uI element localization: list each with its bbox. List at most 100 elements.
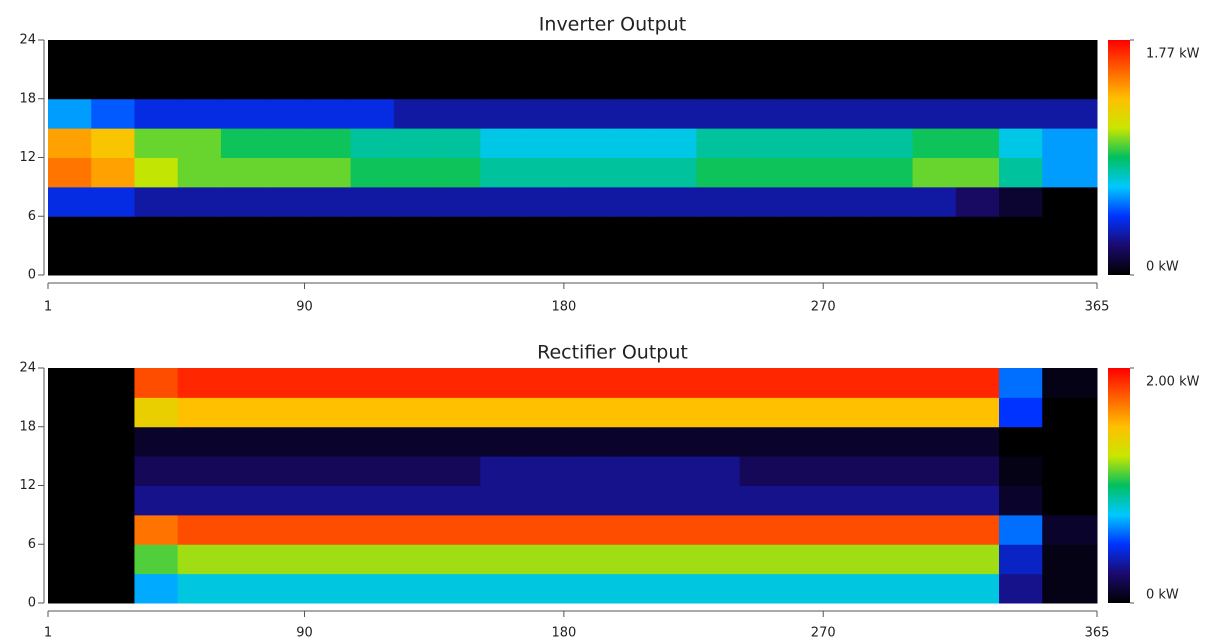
heat-cell [653,397,697,428]
heat-cell [696,245,741,276]
heat-cell [48,573,92,604]
heat-cell [480,397,525,428]
heat-cell [653,456,697,486]
heat-cell [393,186,438,217]
heat-cell [48,456,92,486]
heat-cell [393,216,438,247]
colorbar-label: 2.00 kW [1146,375,1200,390]
heat-cell [523,40,568,70]
heat-cell [869,456,914,486]
x-tick-label: 365 [1085,626,1110,641]
heat-cell [826,544,870,575]
colorbar-label: 0 kW [1146,588,1179,603]
heat-cell [91,40,135,70]
heat-cell [609,426,654,457]
heat-cell [955,216,1000,247]
heat-cell [955,40,1000,70]
heat-cell [1042,186,1098,217]
heat-cell [696,544,741,575]
heat-cell [134,216,179,247]
heat-cell [826,216,870,247]
heat-cell [48,40,92,70]
heat-cell [350,40,395,70]
heat-cell [912,128,957,158]
chart-title: Rectifier Output [537,342,688,364]
heat-cell [134,186,179,217]
heat-cell [999,69,1043,100]
y-tick-label: 24 [19,33,36,48]
heat-cell [826,245,870,276]
heat-cell [134,69,179,100]
heat-cell [264,216,308,247]
heat-cell [566,426,611,457]
heat-cell [869,368,914,398]
x-tick-label: 270 [811,300,836,315]
heat-cell [480,573,525,604]
heat-cell [307,40,352,70]
heat-cell [609,514,654,545]
heat-cell [91,397,135,428]
heat-cell [653,69,697,100]
heat-cell [696,514,741,545]
heat-cell [739,397,784,428]
heat-cell [523,368,568,398]
heat-cell [134,573,179,604]
heat-cell [264,426,308,457]
heat-cell [523,485,568,516]
heat-cell [653,245,697,276]
heat-cell [696,573,741,604]
heat-cell [869,216,914,247]
heat-cell [307,426,352,457]
heat-cell [782,368,827,398]
heat-cell [999,456,1043,486]
heat-cell [48,69,92,100]
heat-cell [1042,157,1098,188]
heat-cell [177,186,222,217]
heat-cell [480,216,525,247]
heat-cell [912,456,957,486]
heat-cell [307,128,352,158]
heat-cell [48,216,92,247]
heat-cell [826,573,870,604]
y-tick-label: 18 [19,419,36,434]
heat-cell [999,544,1043,575]
heat-cell [955,485,1000,516]
heat-cell [220,426,265,457]
heat-cell [869,98,914,129]
heat-cell [696,397,741,428]
heat-cell [393,245,438,276]
heat-cell [393,40,438,70]
heat-cell [999,128,1043,158]
heat-cell [480,514,525,545]
heat-cell [999,216,1043,247]
heat-cell [1042,514,1098,545]
heat-cell [480,157,525,188]
heat-cell [177,368,222,398]
heat-cell [91,69,135,100]
y-tick-label: 0 [28,596,36,611]
heat-cell [264,514,308,545]
heat-cell [134,544,179,575]
heat-cell [782,216,827,247]
heat-cell [134,514,179,545]
heat-cell [782,40,827,70]
heat-cell [912,573,957,604]
heat-cell [739,514,784,545]
heat-cell [523,216,568,247]
heat-cell [653,157,697,188]
heat-cell [782,128,827,158]
heat-cell [393,426,438,457]
heat-cell [480,426,525,457]
heat-cell [782,544,827,575]
heat-cell [653,485,697,516]
heat-cell [480,485,525,516]
heat-cell [307,186,352,217]
heat-cell [48,245,92,276]
heat-cell [350,573,395,604]
heat-cell [523,186,568,217]
heat-cell [220,245,265,276]
heat-cell [609,573,654,604]
heat-cell [220,186,265,217]
heat-cell [220,216,265,247]
heat-cell [91,216,135,247]
